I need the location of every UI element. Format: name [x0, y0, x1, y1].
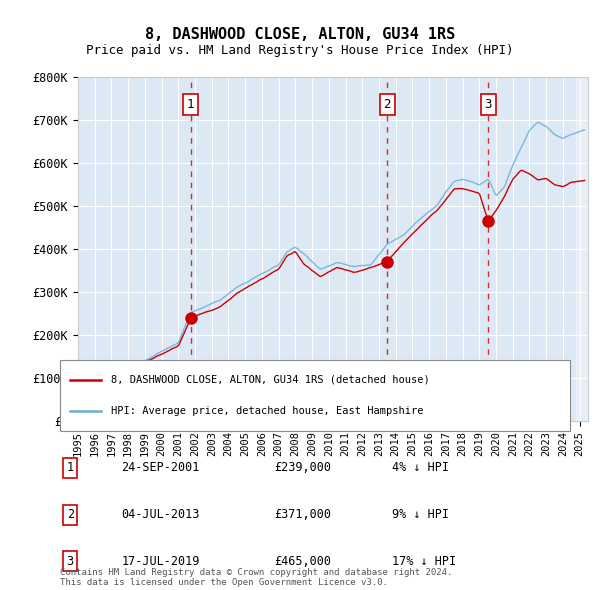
- Text: HPI: Average price, detached house, East Hampshire: HPI: Average price, detached house, East…: [111, 406, 424, 416]
- Text: 1: 1: [187, 98, 194, 111]
- Text: £371,000: £371,000: [274, 508, 331, 521]
- Text: 17-JUL-2019: 17-JUL-2019: [121, 555, 200, 568]
- Text: £465,000: £465,000: [274, 555, 331, 568]
- Text: £239,000: £239,000: [274, 461, 331, 474]
- Text: 8, DASHWOOD CLOSE, ALTON, GU34 1RS: 8, DASHWOOD CLOSE, ALTON, GU34 1RS: [145, 27, 455, 41]
- Text: 3: 3: [485, 98, 492, 111]
- Text: 4% ↓ HPI: 4% ↓ HPI: [392, 461, 449, 474]
- Text: 9% ↓ HPI: 9% ↓ HPI: [392, 508, 449, 521]
- FancyBboxPatch shape: [60, 360, 570, 431]
- Text: 2: 2: [67, 508, 74, 521]
- Text: 24-SEP-2001: 24-SEP-2001: [121, 461, 200, 474]
- Text: Price paid vs. HM Land Registry's House Price Index (HPI): Price paid vs. HM Land Registry's House …: [86, 44, 514, 57]
- Text: Contains HM Land Registry data © Crown copyright and database right 2024.
This d: Contains HM Land Registry data © Crown c…: [60, 568, 452, 587]
- Text: 1: 1: [67, 461, 74, 474]
- Text: 04-JUL-2013: 04-JUL-2013: [121, 508, 200, 521]
- Text: 3: 3: [67, 555, 74, 568]
- Text: 2: 2: [383, 98, 391, 111]
- Polygon shape: [576, 77, 588, 421]
- Text: 8, DASHWOOD CLOSE, ALTON, GU34 1RS (detached house): 8, DASHWOOD CLOSE, ALTON, GU34 1RS (deta…: [111, 375, 430, 385]
- Text: 17% ↓ HPI: 17% ↓ HPI: [392, 555, 455, 568]
